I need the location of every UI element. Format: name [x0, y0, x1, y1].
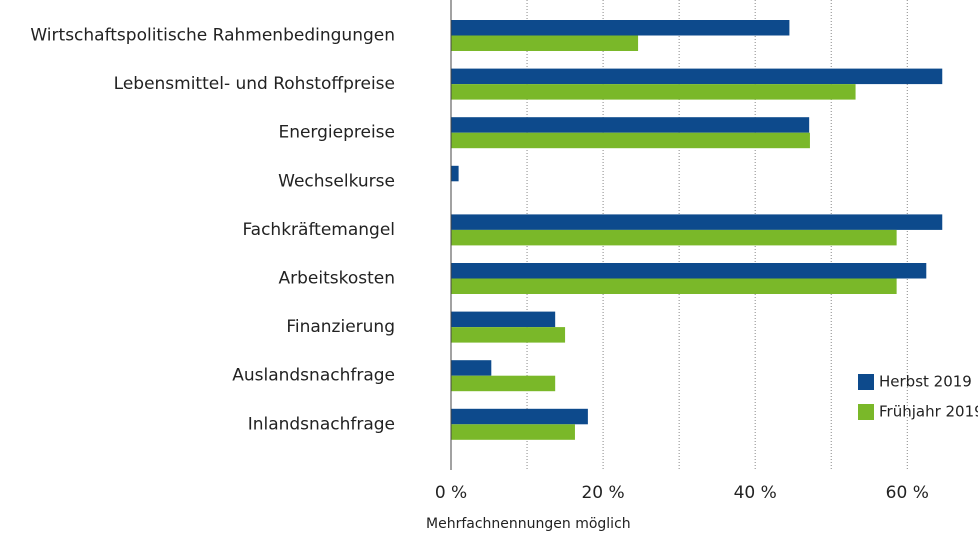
- y-tick-label: Arbeitskosten: [278, 269, 395, 289]
- x-tick-label: 20 %: [581, 483, 624, 503]
- bar: [451, 263, 927, 279]
- bar: [451, 278, 897, 294]
- bar: [451, 311, 556, 328]
- bar: [451, 132, 810, 149]
- x-tick-label: 60 %: [886, 483, 929, 503]
- y-tick-label: Lebensmittel- und Rohstoffpreise: [114, 74, 395, 94]
- x-tick-label: 0 %: [435, 483, 467, 503]
- bar: [451, 327, 566, 343]
- y-tick-label: Fachkräftemangel: [242, 220, 395, 240]
- x-tick-label: 40 %: [734, 483, 777, 503]
- legend-swatch: [858, 374, 874, 390]
- bar: [451, 214, 943, 230]
- bar: [451, 424, 575, 440]
- y-tick-label: Auslandsnachfrage: [232, 366, 395, 386]
- bar: [451, 35, 639, 51]
- bar: [451, 20, 790, 36]
- bar: [451, 117, 810, 133]
- y-tick-label: Wirtschaftspolitische Rahmenbedingungen: [30, 26, 395, 46]
- legend-label: Frühjahr 2019: [879, 403, 978, 421]
- legend-swatch: [858, 404, 874, 420]
- bar: [451, 229, 897, 246]
- y-tick-label: Energiepreise: [278, 123, 395, 143]
- y-tick-label: Wechselkurse: [278, 171, 395, 191]
- bar: [451, 375, 556, 392]
- bar: [451, 68, 943, 85]
- y-tick-label: Finanzierung: [286, 317, 395, 337]
- bar: [451, 408, 588, 425]
- bar: [451, 165, 459, 182]
- bar: [451, 84, 856, 100]
- y-tick-label: Inlandsnachfrage: [248, 414, 395, 434]
- note: Mehrfachnennungen möglich: [426, 516, 631, 532]
- bar: [451, 360, 492, 376]
- legend-label: Herbst 2019: [879, 373, 972, 391]
